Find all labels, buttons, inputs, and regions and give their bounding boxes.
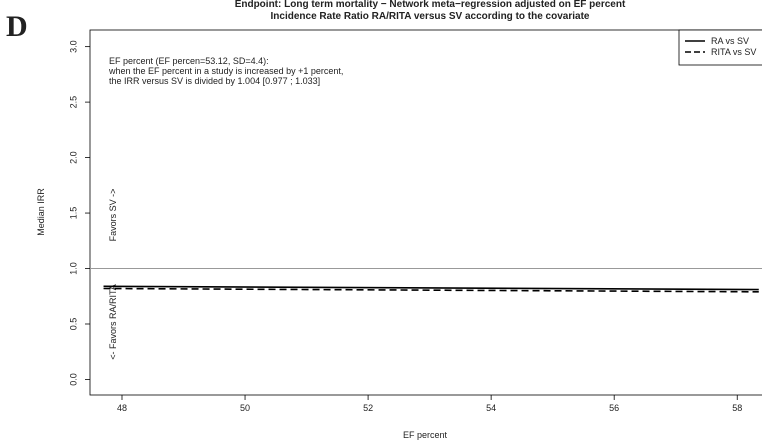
plot-frame [89,29,762,396]
annotation: when the EF percent in a study is increa… [108,66,343,76]
y-axis-label: Median IRR [36,188,46,236]
y-tick-label: 0.5 [68,318,78,331]
y-tick-label: 2.5 [68,96,78,109]
y-tick-label: 3.0 [68,40,78,53]
annotation: EF percent (EF percen=53.12, SD=4.4): [109,56,269,66]
x-tick-label: 52 [363,403,373,413]
chart-title: Endpoint: Long term mortality − Network … [235,0,626,10]
y-tick-label: 2.0 [68,151,78,164]
y-tick-label: 0.0 [68,373,78,386]
region-label: <- Favors RA/RITA [108,284,118,360]
legend-label: RA vs SV [711,36,749,46]
panel-label: D [6,10,28,43]
y-tick-label: 1.0 [68,262,78,275]
chart-subtitle: Incidence Rate Ratio RA/RITA versus SV a… [271,11,590,22]
y-tick-label: 1.5 [68,207,78,220]
x-tick-label: 58 [732,403,742,413]
region-label: Favors SV -> [108,189,118,242]
x-tick-label: 50 [240,403,250,413]
legend-label: RITA vs SV [711,47,756,57]
x-tick-label: 56 [609,403,619,413]
x-axis-label: EF percent [403,430,448,440]
data-line [103,285,759,291]
annotation: the IRR versus SV is divided by 1.004 [0… [109,76,320,86]
legend-box [678,29,762,66]
x-tick-label: 48 [117,403,127,413]
x-tick-label: 54 [486,403,496,413]
